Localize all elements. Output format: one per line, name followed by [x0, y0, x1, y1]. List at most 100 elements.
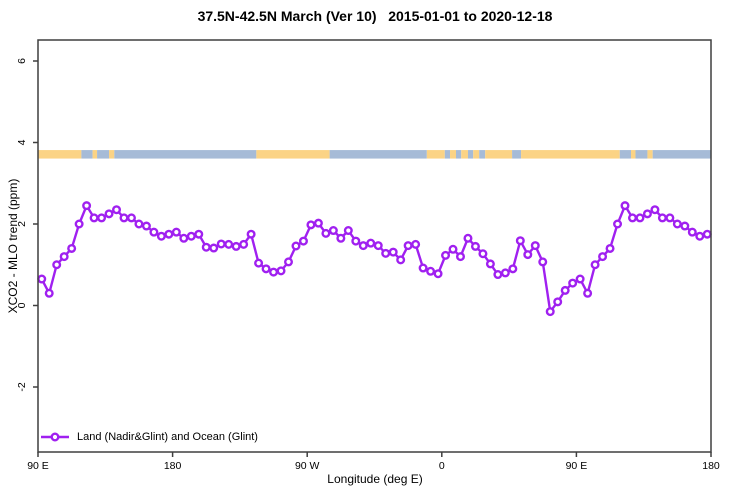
data-point: [164, 229, 174, 239]
data-point: [112, 205, 122, 215]
data-point: [67, 243, 77, 253]
band-segment-ocean: [329, 150, 427, 159]
data-point: [620, 201, 630, 211]
y-tick-label: -2: [16, 382, 28, 391]
data-point: [553, 297, 563, 307]
data-point: [97, 213, 107, 223]
x-tick-label: 90 E: [27, 460, 49, 472]
band-segment-land: [256, 150, 330, 159]
data-point: [568, 278, 578, 288]
data-point: [642, 209, 652, 219]
data-point: [515, 236, 525, 246]
legend-marker-icon: [41, 432, 69, 442]
data-point: [493, 270, 503, 280]
data-point: [470, 241, 480, 251]
data-point: [209, 243, 219, 253]
band-segment-ocean: [114, 150, 257, 159]
data-point: [134, 219, 144, 229]
band-segment-ocean: [619, 150, 631, 159]
data-point: [373, 241, 383, 251]
data-point: [37, 274, 47, 284]
data-point: [321, 228, 331, 238]
data-point: [441, 250, 451, 260]
data-point: [119, 213, 129, 223]
data-point: [455, 252, 465, 262]
band-segment-ocean: [81, 150, 93, 159]
data-point: [179, 233, 189, 243]
band-segment-land: [92, 150, 98, 159]
data-point: [426, 266, 436, 276]
data-point: [702, 229, 712, 239]
data-point: [239, 239, 249, 249]
data-point: [575, 274, 585, 284]
data-point: [448, 244, 458, 254]
x-axis-label: Longitude (deg E): [327, 472, 423, 486]
data-point: [635, 213, 645, 223]
data-point: [298, 236, 308, 246]
data-point: [665, 213, 675, 223]
data-point: [126, 213, 136, 223]
band-segment-ocean: [444, 150, 451, 159]
data-point: [104, 209, 114, 219]
data-point: [680, 221, 690, 231]
data-point: [149, 227, 159, 237]
data-point: [284, 257, 294, 267]
band-segment-land: [450, 150, 457, 159]
data-point: [44, 288, 54, 298]
data-point: [687, 227, 697, 237]
data-point: [171, 227, 181, 237]
x-tick-label: 180: [164, 460, 182, 472]
band-segment-land: [473, 150, 480, 159]
legend: Land (Nadir&Glint) and Ocean (Glint): [40, 428, 258, 446]
data-point: [411, 239, 421, 249]
x-tick-label: 180: [702, 460, 720, 472]
data-point: [306, 220, 316, 230]
data-point: [523, 250, 533, 260]
data-point: [583, 288, 593, 298]
x-tick-label: 90 W: [295, 460, 320, 472]
data-point: [672, 219, 682, 229]
band-segment-ocean: [479, 150, 486, 159]
plot-box: [37, 39, 712, 453]
data-point: [141, 221, 151, 231]
band-segment-ocean: [652, 150, 711, 159]
data-point: [613, 219, 623, 229]
band-segment-land: [485, 150, 513, 159]
data-point: [82, 201, 92, 211]
data-point: [478, 249, 488, 259]
band-segment-ocean: [97, 150, 110, 159]
data-point: [627, 213, 637, 223]
data-point: [261, 264, 271, 274]
data-point: [396, 255, 406, 265]
data-point: [291, 241, 301, 251]
band-segment-ocean: [456, 150, 462, 159]
data-point: [657, 213, 667, 223]
band-segment-land: [521, 150, 620, 159]
data-point: [530, 241, 540, 251]
data-point: [358, 241, 368, 251]
data-point: [381, 248, 391, 258]
data-point: [598, 252, 608, 262]
y-tick-label: 6: [16, 58, 28, 64]
data-point: [366, 238, 376, 248]
data-point: [538, 257, 548, 267]
data-point: [590, 260, 600, 270]
data-point: [269, 267, 279, 277]
data-point: [216, 239, 226, 249]
data-point: [74, 219, 84, 229]
data-point: [224, 239, 234, 249]
data-point: [343, 226, 353, 236]
band-segment-ocean: [635, 150, 648, 159]
data-point: [52, 260, 62, 270]
legend-label: Land (Nadir&Glint) and Ocean (Glint): [77, 431, 258, 443]
data-point: [650, 205, 660, 215]
data-point: [485, 259, 495, 269]
data-point: [246, 229, 256, 239]
data-point: [254, 258, 264, 268]
y-tick-label: 0: [16, 302, 28, 308]
data-point: [605, 243, 615, 253]
data-point: [276, 266, 286, 276]
chart-title: 37.5N-42.5N March (Ver 10) 2015-01-01 to…: [197, 8, 553, 24]
band-segment-land: [647, 150, 653, 159]
